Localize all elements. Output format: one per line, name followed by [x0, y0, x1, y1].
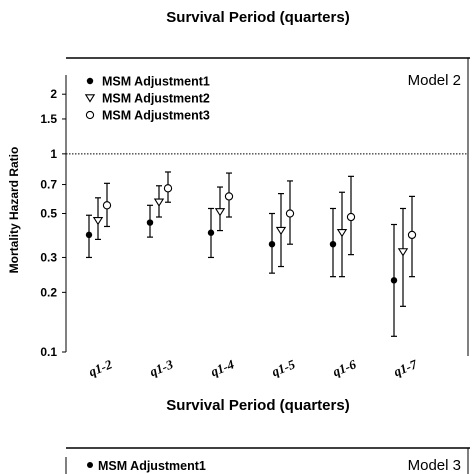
panel-model-2: Model 2 Mortality Hazard Ratio 0.1 0.2 0.3…	[7, 57, 470, 414]
legend-label: MSM Adjustment1	[102, 75, 210, 89]
x-tick-label: q1-3	[147, 356, 175, 379]
x-tick-label: q1-4	[208, 356, 236, 379]
y-tick-label: 0.1	[40, 345, 57, 359]
top-caption: Survival Period (quarters)	[166, 9, 349, 26]
x-tick-labels: q1-2 q1-3 q1-4 q1-5 q1-6 q1-7	[86, 356, 419, 379]
x-tick-label: q1-5	[269, 356, 297, 379]
y-tick-label: 0.7	[40, 178, 57, 192]
y-tick-label: 2	[50, 87, 57, 101]
data-point	[275, 226, 287, 236]
x-tick-label: q1-6	[330, 356, 358, 379]
legend-marker	[84, 94, 96, 103]
data-point	[146, 219, 154, 226]
data-point	[153, 198, 165, 207]
data-point	[214, 208, 226, 217]
x-axis-label: Survival Period (quarters)	[166, 397, 349, 414]
x-tick-label: q1-7	[391, 356, 419, 379]
data-point	[92, 216, 104, 226]
data-point	[268, 240, 276, 248]
y-tick-label: 0.3	[40, 250, 57, 264]
data-point	[407, 230, 417, 240]
data-point	[224, 192, 234, 201]
data-point	[102, 201, 112, 210]
data-point	[285, 209, 295, 218]
panel-3-legend-marker	[87, 462, 93, 468]
legend-label: MSM Adjustment2	[102, 92, 210, 106]
panel-3-label: Model 3	[408, 457, 461, 474]
legend: MSM Adjustment1 MSM Adjustment2 MSM Adjust…	[84, 75, 210, 123]
panel-model-3: MSM Adjustment1 Model 3	[65, 447, 470, 474]
legend-marker	[86, 77, 94, 85]
data-marks	[85, 171, 417, 337]
legend-marker	[85, 110, 95, 120]
y-tick-labels: 0.1 0.2 0.3 0.5 0.7 1 1.5 2	[40, 87, 66, 359]
data-point	[346, 212, 356, 222]
panel-label: Model 2	[408, 72, 461, 89]
data-point	[163, 184, 173, 193]
y-tick-label: 1.5	[40, 112, 57, 126]
data-point	[85, 231, 93, 239]
data-point	[329, 240, 337, 248]
y-tick-label: 1	[50, 147, 57, 161]
panel-3-legend-label: MSM Adjustment1	[98, 459, 206, 473]
y-tick-label: 0.5	[40, 207, 57, 221]
data-point	[207, 229, 215, 236]
data-point	[390, 277, 398, 284]
y-tick-label: 0.2	[40, 285, 57, 299]
data-point	[336, 229, 348, 238]
data-point	[397, 248, 409, 257]
y-axis-label: Mortality Hazard Ratio	[7, 147, 21, 274]
x-tick-label: q1-2	[86, 356, 114, 379]
legend-label: MSM Adjustment3	[102, 109, 210, 123]
